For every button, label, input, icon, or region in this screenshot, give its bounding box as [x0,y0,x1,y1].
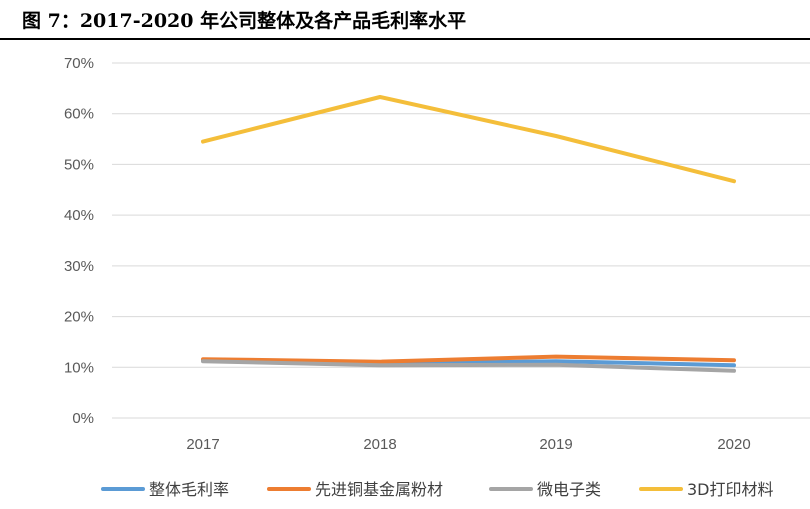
chart-title: 图 7：2017-2020 年公司整体及各产品毛利率水平 [22,10,467,32]
x-tick-label: 2017 [186,436,219,453]
y-tick-label: 20% [64,309,94,326]
y-tick-label: 70% [64,55,94,72]
series-line [201,95,736,184]
x-tick-label: 2020 [717,436,750,453]
x-tick-label: 2018 [363,436,396,453]
x-tick-label: 2019 [539,436,572,453]
legend-item: 3D打印材料 [639,480,774,499]
y-tick-label: 50% [64,156,94,173]
legend-item: 微电子类 [489,480,601,499]
y-tick-label: 0% [72,410,94,427]
series-line [201,354,736,364]
legend-label: 整体毛利率 [149,480,229,499]
y-tick-label: 60% [64,106,94,123]
y-tick-label: 40% [64,207,94,224]
legend-item: 整体毛利率 [101,480,229,499]
legend-label: 先进铜基金属粉材 [315,480,443,499]
y-tick-label: 30% [64,258,94,275]
series-line [201,359,736,373]
legend-label: 3D打印材料 [687,480,774,499]
title-bar: 图 7：2017-2020 年公司整体及各产品毛利率水平 [0,0,810,40]
legend-item: 先进铜基金属粉材 [267,480,443,499]
legend-label: 微电子类 [537,480,601,499]
y-tick-label: 10% [64,359,94,376]
